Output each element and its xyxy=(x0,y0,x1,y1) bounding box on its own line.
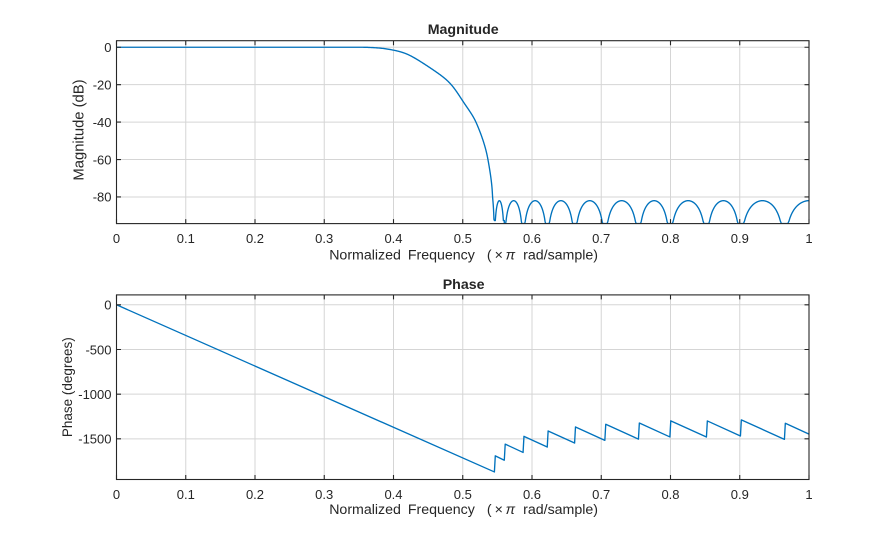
svg-text:0: 0 xyxy=(113,487,120,502)
svg-text:0.9: 0.9 xyxy=(731,231,749,246)
svg-text:0: 0 xyxy=(104,298,111,313)
svg-text:Phase (degrees): Phase (degrees) xyxy=(60,337,75,437)
svg-text:-80: -80 xyxy=(93,190,112,205)
svg-text:1: 1 xyxy=(805,231,812,246)
svg-text:0.6: 0.6 xyxy=(523,231,541,246)
svg-text:0.2: 0.2 xyxy=(246,487,264,502)
svg-text:Magnitude (dB): Magnitude (dB) xyxy=(72,79,88,180)
svg-text:Phase: Phase xyxy=(443,277,485,293)
svg-text:0.1: 0.1 xyxy=(177,231,195,246)
svg-text:0.5: 0.5 xyxy=(454,487,472,502)
svg-text:0.3: 0.3 xyxy=(315,231,333,246)
svg-text:0.4: 0.4 xyxy=(384,487,402,502)
svg-text:0.7: 0.7 xyxy=(592,231,610,246)
svg-text:0: 0 xyxy=(113,231,120,246)
svg-text:1: 1 xyxy=(805,487,812,502)
svg-text:0.6: 0.6 xyxy=(523,487,541,502)
svg-text:-1500: -1500 xyxy=(78,432,111,447)
svg-text:Magnitude: Magnitude xyxy=(428,22,499,38)
svg-text:0.3: 0.3 xyxy=(315,487,333,502)
svg-text:0.7: 0.7 xyxy=(592,487,610,502)
svg-text:0.8: 0.8 xyxy=(661,231,679,246)
svg-text:0.1: 0.1 xyxy=(177,487,195,502)
svg-text:0.5: 0.5 xyxy=(454,231,472,246)
svg-text:-500: -500 xyxy=(85,342,111,357)
svg-text:-40: -40 xyxy=(93,115,112,130)
svg-text:-20: -20 xyxy=(93,78,112,93)
svg-text:-1000: -1000 xyxy=(78,387,111,402)
svg-text:0.8: 0.8 xyxy=(661,487,679,502)
svg-text:0.4: 0.4 xyxy=(384,231,402,246)
svg-text:0: 0 xyxy=(104,40,111,55)
svg-text:0.9: 0.9 xyxy=(731,487,749,502)
svg-text:-60: -60 xyxy=(93,152,112,167)
svg-text:0.2: 0.2 xyxy=(246,231,264,246)
